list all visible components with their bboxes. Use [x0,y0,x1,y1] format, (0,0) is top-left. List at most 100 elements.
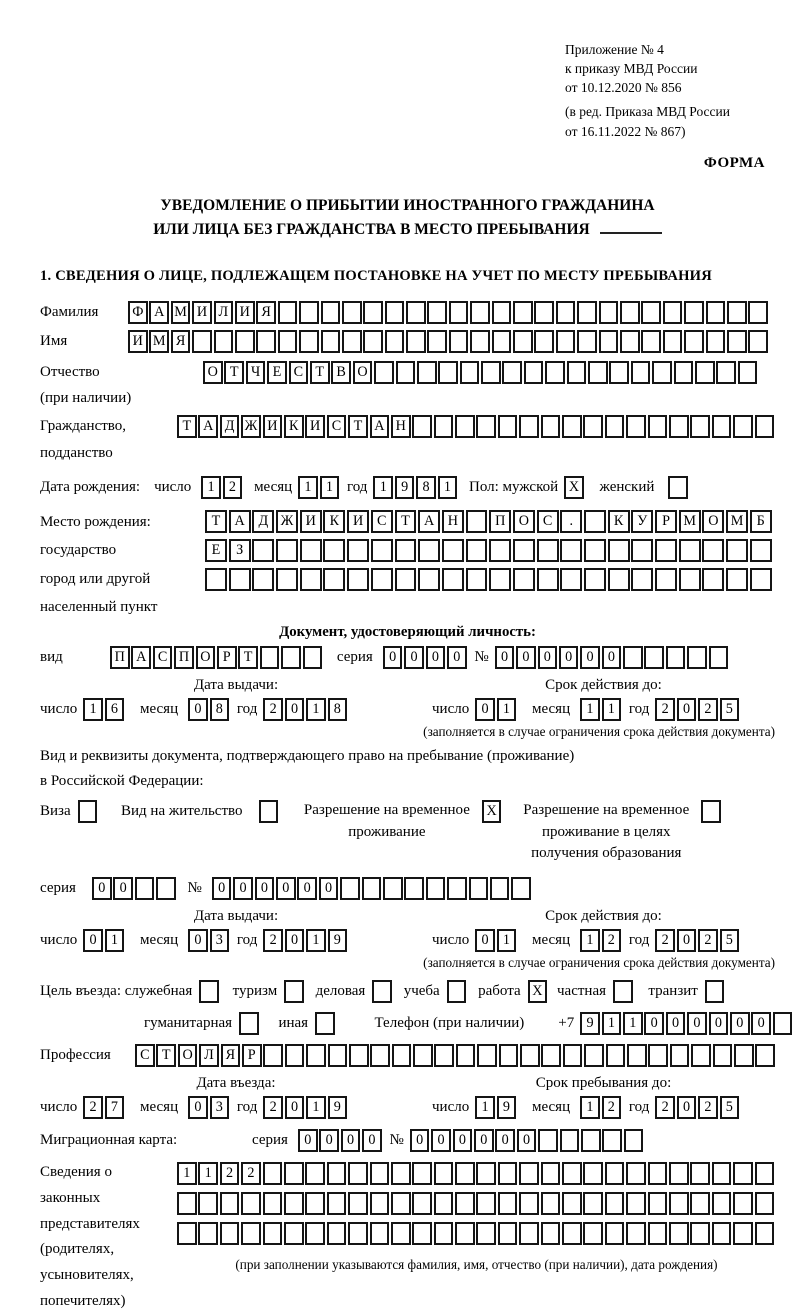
patronymic-cell[interactable] [374,360,394,384]
citizenship-cell[interactable]: Д [219,415,240,439]
stay-number-cell[interactable]: 0 [254,877,275,901]
name-cell[interactable] [534,329,555,353]
representative-cell[interactable] [540,1222,561,1246]
birthplace-cell[interactable] [631,538,654,562]
surname-cell[interactable] [470,300,490,324]
patronymic-cell[interactable] [609,360,630,384]
mig-series-cell[interactable]: 0 [297,1129,318,1153]
representative-cell[interactable] [583,1162,604,1186]
birthplace-cell[interactable] [394,538,417,562]
checkbox[interactable] [239,1012,259,1036]
stay-number-cell[interactable]: 0 [233,877,253,901]
birthplace-cell[interactable] [512,567,535,591]
profession-cell[interactable] [413,1044,433,1068]
profession-cell[interactable] [391,1044,412,1068]
citizenship-cell[interactable]: И [305,415,325,439]
doc-valid-month-cell[interactable]: 1 [580,697,600,721]
birthplace-cell[interactable] [418,567,441,591]
surname-cell[interactable] [684,300,704,324]
doc-number-cell[interactable]: 0 [558,645,579,669]
citizenship-cell[interactable] [690,415,710,439]
profession-cell[interactable] [284,1044,305,1068]
profession-cell[interactable] [626,1044,647,1068]
representative-cell[interactable]: 1 [198,1162,218,1186]
representative-cell[interactable] [540,1192,561,1216]
doc-number-cell[interactable]: 0 [537,645,558,669]
profession-cell[interactable] [498,1044,519,1068]
representative-cell[interactable] [262,1162,283,1186]
stay-valid-day-cell[interactable]: 0 [475,929,495,953]
doc-issue-day-cell[interactable]: 6 [104,697,125,721]
name-cell[interactable] [662,329,683,353]
birthplace-cell[interactable] [560,567,583,591]
birthplace-cell[interactable]: О [512,509,535,533]
representative-cell[interactable] [690,1162,710,1186]
representative-cell[interactable] [519,1162,539,1186]
stayuntil-year-cell[interactable]: 5 [719,1096,740,1120]
surname-cell[interactable]: Я [256,300,276,324]
birthplace-cell[interactable] [631,567,654,591]
stay-issue-month-cell[interactable]: 3 [209,929,230,953]
doc-series-cell[interactable]: 0 [404,645,424,669]
representative-cell[interactable] [283,1192,304,1216]
patronymic-cell[interactable] [673,360,694,384]
representative-cell[interactable] [562,1222,582,1246]
representative-cell[interactable] [562,1162,582,1186]
patronymic-cell[interactable] [523,360,544,384]
birthplace-cell[interactable]: Ж [276,509,298,533]
representative-cell[interactable] [711,1162,732,1186]
birthplace-cell[interactable]: У [631,509,654,533]
profession-cell[interactable] [562,1044,583,1068]
checkbox[interactable] [258,799,279,823]
profession-cell[interactable] [520,1044,540,1068]
profession-cell[interactable] [712,1044,733,1068]
profession-cell[interactable]: О [177,1044,198,1068]
representative-cell[interactable] [668,1162,689,1186]
representative-cell[interactable] [455,1222,475,1246]
citizenship-cell[interactable] [519,415,539,439]
doc-number-cell[interactable]: 0 [601,645,622,669]
birthplace-cell[interactable] [655,538,677,562]
representative-cell[interactable] [390,1162,411,1186]
representative-cell[interactable] [711,1222,732,1246]
phone-cell[interactable]: 1 [623,1012,643,1036]
surname-cell[interactable] [277,300,298,324]
doc-type-cell[interactable]: П [110,645,130,669]
stayuntil-day-cell[interactable]: 1 [475,1096,495,1120]
representative-cell[interactable] [476,1222,497,1246]
birthplace-cell[interactable] [655,567,677,591]
profession-cell[interactable] [327,1044,348,1068]
doc-number-cell[interactable]: 0 [580,645,600,669]
patronymic-cell[interactable] [416,360,437,384]
stay-issue-year-cell[interactable]: 0 [284,929,305,953]
representative-cell[interactable] [604,1192,625,1216]
representative-cell[interactable] [583,1222,604,1246]
checkbox[interactable] [704,980,725,1004]
patronymic-cell[interactable] [459,360,480,384]
birthplace-cell[interactable] [749,538,772,562]
citizenship-cell[interactable]: И [262,415,283,439]
stay-issue-year-cell[interactable]: 2 [263,929,283,953]
birthplace-cell[interactable]: Е [205,538,227,562]
surname-cell[interactable]: А [149,300,169,324]
representative-cell[interactable] [604,1162,625,1186]
surname-cell[interactable]: М [170,300,191,324]
birthplace-cell[interactable] [512,538,535,562]
representative-cell[interactable] [177,1222,197,1246]
checkbox[interactable] [77,799,98,823]
doc-valid-year-cell[interactable]: 5 [719,697,740,721]
doc-issue-month-cell[interactable]: 0 [188,697,208,721]
citizenship-cell[interactable] [626,415,646,439]
birthplace-cell[interactable] [394,567,417,591]
mig-number-cell[interactable]: 0 [516,1129,537,1153]
stay-valid-year-cell[interactable]: 0 [676,929,697,953]
birthplace-cell[interactable]: З [228,538,251,562]
representative-cell[interactable] [219,1222,240,1246]
citizenship-cell[interactable]: А [198,415,218,439]
citizenship-cell[interactable] [754,415,775,439]
citizenship-cell[interactable]: А [369,415,390,439]
phone-cell[interactable]: 0 [665,1012,686,1036]
stay-number-cell[interactable] [382,877,403,901]
profession-cell[interactable] [584,1044,604,1068]
surname-cell[interactable] [341,300,362,324]
